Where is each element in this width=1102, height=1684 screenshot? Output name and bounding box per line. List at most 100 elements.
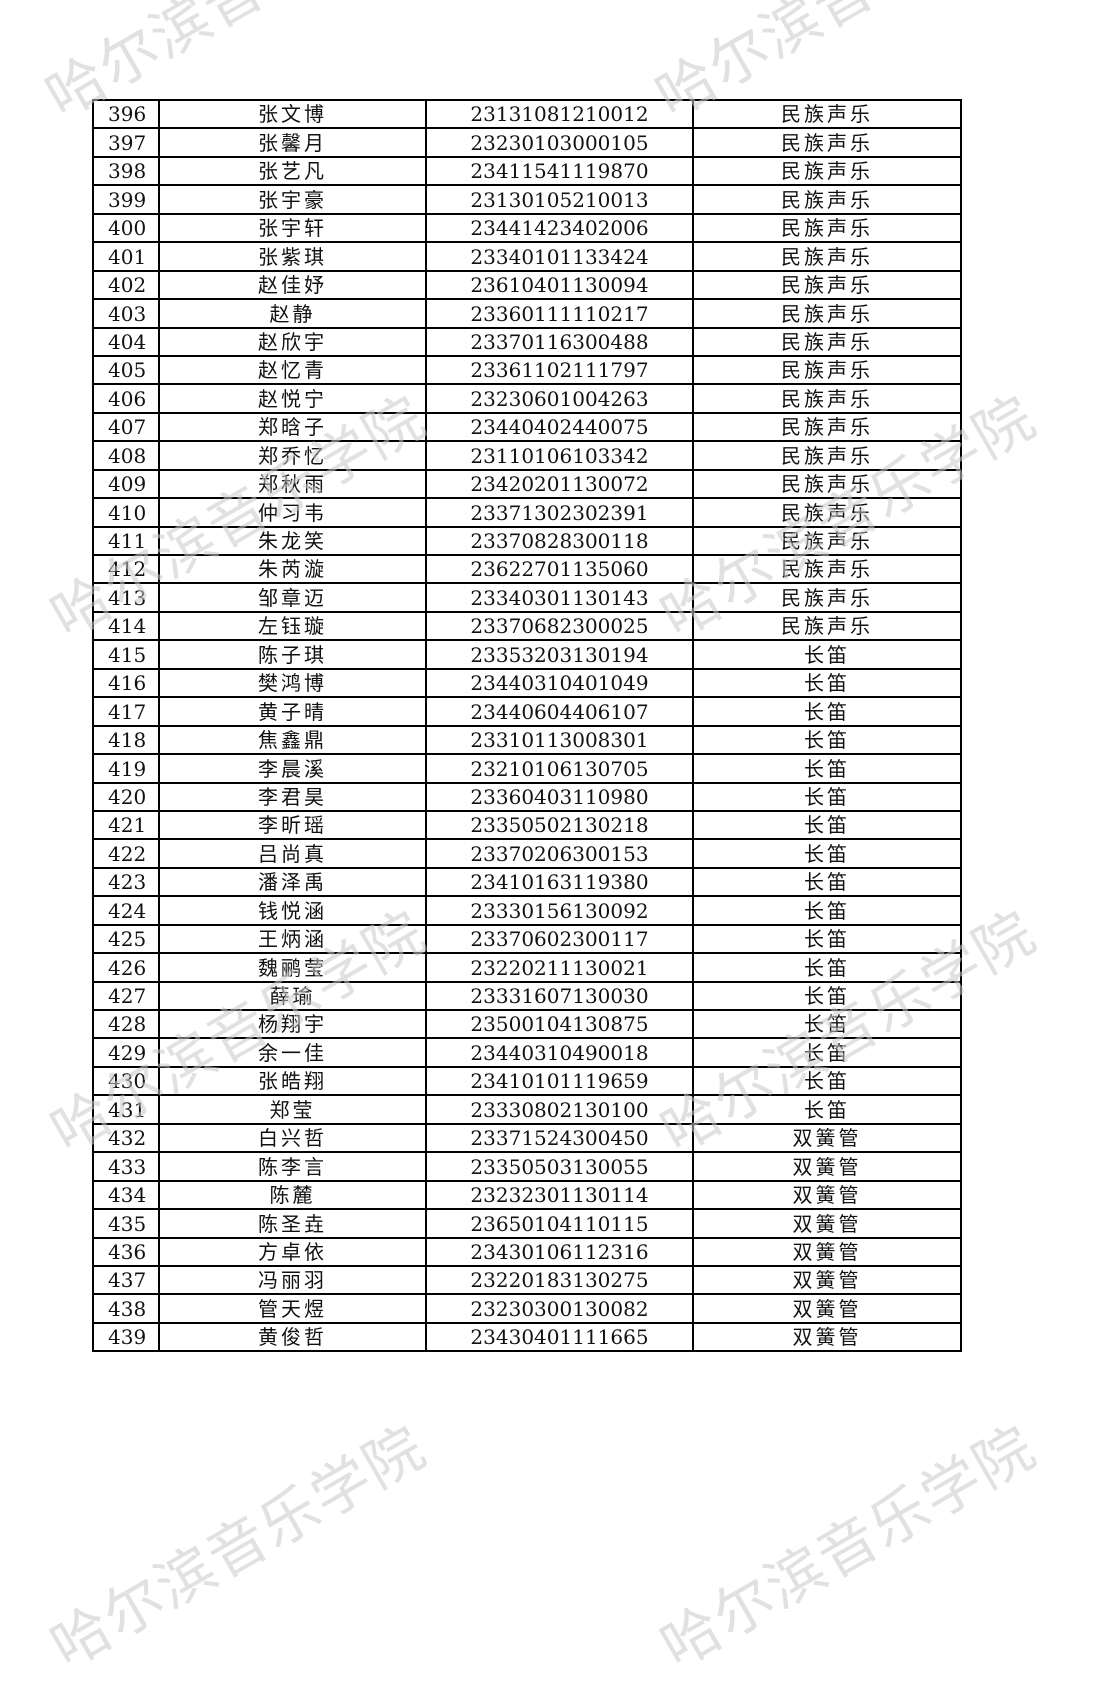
row-number-cell: 417 — [92, 696, 160, 727]
exam-id-cell: 23622701135060 — [425, 553, 694, 585]
table-row: 414 左钰璇 23370682300025 民族声乐 — [92, 610, 962, 642]
student-name-cell: 焦鑫鼎 — [158, 724, 427, 756]
exam-id-cell: 23232301130114 — [425, 1179, 694, 1211]
exam-id-cell: 23370602300117 — [425, 923, 694, 955]
major-cell: 民族声乐 — [692, 383, 962, 414]
table-row: 408 郑乔忆 23110106103342 民族声乐 — [92, 440, 962, 471]
major-cell: 民族声乐 — [692, 468, 962, 500]
major-cell: 双簧管 — [692, 1321, 962, 1353]
table-row: 426 魏鹂莹 23220211130021 长笛 — [92, 952, 962, 983]
row-number-cell: 409 — [92, 468, 160, 500]
student-name-cell: 潘泽禹 — [158, 866, 427, 898]
student-name-cell: 白兴哲 — [158, 1122, 427, 1154]
student-name-cell: 张馨月 — [158, 127, 427, 158]
table-row: 438 管天煜 23230300130082 双簧管 — [92, 1293, 962, 1324]
row-number-cell: 411 — [92, 525, 160, 557]
row-number-cell: 398 — [92, 155, 160, 187]
student-name-cell: 李昕瑶 — [158, 809, 427, 841]
student-name-cell: 郑莹 — [158, 1094, 427, 1125]
row-number-cell: 408 — [92, 440, 160, 471]
student-name-cell: 余一佳 — [158, 1037, 427, 1068]
major-cell: 长笛 — [692, 667, 962, 699]
student-name-cell: 左钰璇 — [158, 610, 427, 642]
student-name-cell: 管天煜 — [158, 1293, 427, 1324]
exam-id-cell: 23340301130143 — [425, 582, 694, 613]
table-row: 397 张馨月 23230103000105 民族声乐 — [92, 127, 962, 158]
student-name-cell: 吕尚真 — [158, 838, 427, 869]
table-row: 422 吕尚真 23370206300153 长笛 — [92, 838, 962, 869]
exam-id-cell: 23220183130275 — [425, 1264, 694, 1296]
major-cell: 长笛 — [692, 1008, 962, 1040]
row-number-cell: 436 — [92, 1236, 160, 1267]
exam-id-cell: 23370206300153 — [425, 838, 694, 869]
row-number-cell: 426 — [92, 952, 160, 983]
student-name-cell: 仲习韦 — [158, 497, 427, 528]
table-row: 399 张宇豪 23130105210013 民族声乐 — [92, 184, 962, 215]
exam-id-cell: 23130105210013 — [425, 184, 694, 215]
table-row: 398 张艺凡 23411541119870 民族声乐 — [92, 155, 962, 187]
row-number-cell: 438 — [92, 1293, 160, 1324]
exam-id-cell: 23131081210012 — [425, 98, 694, 130]
major-cell: 长笛 — [692, 1094, 962, 1125]
row-number-cell: 429 — [92, 1037, 160, 1068]
row-number-cell: 399 — [92, 184, 160, 215]
major-cell: 民族声乐 — [692, 155, 962, 187]
major-cell: 长笛 — [692, 980, 962, 1012]
exam-id-cell: 23440604406107 — [425, 696, 694, 727]
row-number-cell: 431 — [92, 1094, 160, 1125]
exam-id-cell: 23350502130218 — [425, 809, 694, 841]
table-row: 431 郑莹 23330802130100 长笛 — [92, 1094, 962, 1125]
major-cell: 长笛 — [692, 639, 962, 670]
exam-id-cell: 23410101119659 — [425, 1065, 694, 1097]
admission-list-table: 396 张文博 23131081210012 民族声乐 397 张馨月 2323010300… — [92, 98, 962, 1353]
exam-id-cell: 23371302302391 — [425, 497, 694, 528]
row-number-cell: 437 — [92, 1264, 160, 1296]
major-cell: 长笛 — [692, 1037, 962, 1068]
student-name-cell: 张文博 — [158, 98, 427, 130]
exam-id-cell: 23371524300450 — [425, 1122, 694, 1154]
row-number-cell: 400 — [92, 212, 160, 244]
table-row: 439 黄俊哲 23430401111665 双簧管 — [92, 1321, 962, 1353]
exam-id-cell: 23110106103342 — [425, 440, 694, 471]
exam-id-cell: 23610401130094 — [425, 269, 694, 301]
major-cell: 双簧管 — [692, 1208, 962, 1239]
exam-id-cell: 23360403110980 — [425, 781, 694, 812]
row-number-cell: 432 — [92, 1122, 160, 1154]
student-name-cell: 陈麓 — [158, 1179, 427, 1211]
exam-id-cell: 23440310490018 — [425, 1037, 694, 1068]
table-row: 406 赵悦宁 23230601004263 民族声乐 — [92, 383, 962, 414]
student-name-cell: 陈子琪 — [158, 639, 427, 670]
row-number-cell: 401 — [92, 241, 160, 272]
table-row: 423 潘泽禹 23410163119380 长笛 — [92, 866, 962, 898]
student-name-cell: 张艺凡 — [158, 155, 427, 187]
table-row: 409 郑秋雨 23420201130072 民族声乐 — [92, 468, 962, 500]
table-row: 415 陈子琪 23353203130194 长笛 — [92, 639, 962, 670]
student-name-cell: 陈李言 — [158, 1151, 427, 1182]
table-row: 402 赵佳妤 23610401130094 民族声乐 — [92, 269, 962, 301]
table-row: 424 钱悦涵 23330156130092 长笛 — [92, 895, 962, 926]
student-name-cell: 张紫琪 — [158, 241, 427, 272]
major-cell: 民族声乐 — [692, 127, 962, 158]
table-row: 407 郑晗子 23440402440075 民族声乐 — [92, 411, 962, 443]
student-name-cell: 朱龙笑 — [158, 525, 427, 557]
exam-id-cell: 23410163119380 — [425, 866, 694, 898]
row-number-cell: 396 — [92, 98, 160, 130]
exam-id-cell: 23420201130072 — [425, 468, 694, 500]
table-row: 396 张文博 23131081210012 民族声乐 — [92, 98, 962, 130]
table-row: 416 樊鸿博 23440310401049 长笛 — [92, 667, 962, 699]
watermark: 哈尔滨音乐学院 — [39, 1412, 438, 1682]
major-cell: 双簧管 — [692, 1122, 962, 1154]
row-number-cell: 418 — [92, 724, 160, 756]
major-cell: 民族声乐 — [692, 269, 962, 301]
row-number-cell: 434 — [92, 1179, 160, 1211]
student-name-cell: 杨翔宇 — [158, 1008, 427, 1040]
exam-id-cell: 23370682300025 — [425, 610, 694, 642]
major-cell: 长笛 — [692, 895, 962, 926]
exam-id-cell: 23330156130092 — [425, 895, 694, 926]
major-cell: 民族声乐 — [692, 525, 962, 557]
exam-id-cell: 23330802130100 — [425, 1094, 694, 1125]
table-row: 413 邹章迈 23340301130143 民族声乐 — [92, 582, 962, 613]
exam-id-cell: 23361102111797 — [425, 354, 694, 386]
major-cell: 民族声乐 — [692, 184, 962, 215]
exam-id-cell: 23350503130055 — [425, 1151, 694, 1182]
